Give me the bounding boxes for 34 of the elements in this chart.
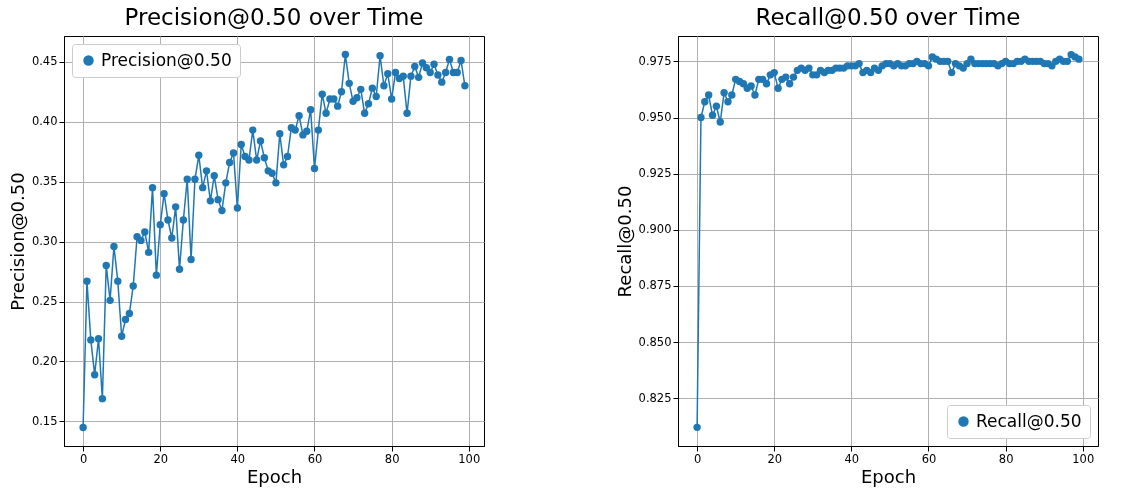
y-tick-label: 0.35 [31, 174, 58, 189]
x-tick-label: 0 [693, 451, 702, 466]
y-tick-label: 0.850 [638, 334, 672, 349]
y-tick-label: 0.950 [638, 110, 672, 125]
x-tick-label: 20 [767, 451, 783, 466]
y-tick-label: 0.25 [31, 294, 58, 309]
chart-title: Recall@0.50 over Time [755, 4, 1021, 30]
y-tick-label: 0.40 [31, 114, 58, 129]
x-tick-label: 0 [79, 451, 88, 466]
x-axis-title: Epoch [860, 466, 917, 487]
legend-label: Recall@0.50 [976, 410, 1082, 431]
y-axis-title: Recall@0.50 [613, 185, 635, 298]
y-tick-label: 0.15 [31, 413, 58, 428]
x-tick-label: 80 [384, 451, 400, 466]
legend-label: Precision@0.50 [101, 49, 232, 70]
x-tick-label: 60 [307, 451, 323, 466]
y-tick-label: 0.875 [638, 278, 672, 293]
y-tick-label: 0.925 [638, 166, 672, 181]
y-tick-label: 0.975 [638, 53, 672, 68]
x-tick-label: 80 [998, 451, 1014, 466]
x-tick-label: 20 [153, 451, 169, 466]
y-tick-label: 0.30 [31, 234, 58, 249]
y-tick-label: 0.20 [31, 353, 58, 368]
x-tick-label: 40 [230, 451, 246, 466]
chart-title: Precision@0.50 over Time [124, 4, 424, 30]
x-axis-title: Epoch [246, 466, 303, 487]
x-tick-label: 60 [921, 451, 937, 466]
y-axis-title: Precision@0.50 [6, 172, 28, 311]
x-tick-label: 100 [458, 451, 481, 466]
x-tick-label: 40 [844, 451, 860, 466]
y-tick-label: 0.825 [638, 390, 672, 405]
x-tick-label: 100 [1072, 451, 1095, 466]
y-tick-label: 0.900 [638, 222, 672, 237]
y-tick-label: 0.45 [31, 54, 58, 69]
